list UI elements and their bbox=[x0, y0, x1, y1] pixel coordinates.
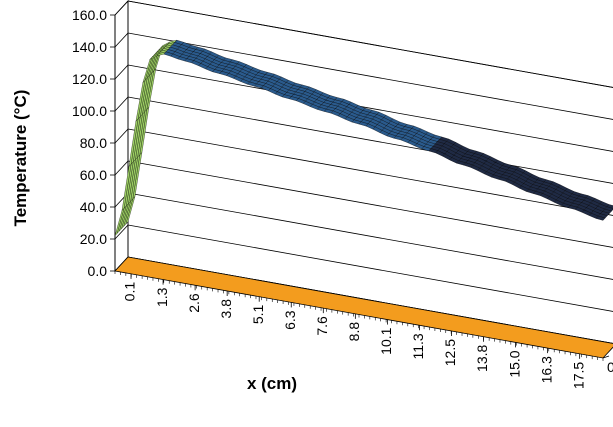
gridline bbox=[127, 32, 613, 120]
depth-tick-label: 0 bbox=[607, 359, 613, 375]
x-tick-label: 15.0 bbox=[506, 350, 522, 377]
x-tick-label: 3.8 bbox=[218, 299, 234, 319]
surface-cell bbox=[595, 215, 606, 221]
x-tick-label: 13.8 bbox=[474, 344, 490, 371]
gridline bbox=[127, 64, 613, 152]
x-tick-label: 16.3 bbox=[538, 356, 554, 383]
x-tick-label: 6.3 bbox=[282, 310, 298, 330]
gridline-side bbox=[114, 96, 129, 112]
y-axis-title: Temperature (°C) bbox=[11, 90, 30, 227]
y-tick-label: 160.0 bbox=[72, 7, 107, 23]
gridline bbox=[127, 0, 613, 88]
y-tick-label: 80.0 bbox=[80, 135, 107, 151]
x-axis-title: x (cm) bbox=[247, 374, 297, 393]
surface-mesh bbox=[114, 39, 613, 236]
gridline bbox=[127, 128, 613, 216]
x-tick-label: 0.1 bbox=[122, 282, 138, 302]
gridline bbox=[127, 96, 613, 184]
x-tick-label: 8.8 bbox=[346, 322, 362, 342]
x-axis-ticks: 0.1 1.3 2.6 3.8 5.1 6.3 7.6 8.8 10.1 11.3 12.5 13.8… bbox=[114, 271, 604, 389]
gridline-side bbox=[114, 0, 129, 16]
x-tick-label: 11.3 bbox=[410, 333, 426, 359]
gridline bbox=[127, 192, 613, 280]
gridline-side bbox=[114, 32, 129, 48]
depth-axis-ticks: 0 bbox=[602, 355, 613, 375]
y-tick-label: 120.0 bbox=[72, 71, 107, 87]
gridline-side bbox=[114, 64, 129, 80]
y-tick-label: 0.0 bbox=[88, 263, 108, 279]
x-tick-label: 7.6 bbox=[314, 316, 330, 336]
gridline bbox=[127, 224, 613, 312]
y-tick-label: 60.0 bbox=[80, 167, 107, 183]
x-tick-label: 5.1 bbox=[250, 305, 266, 325]
y-tick-label: 40.0 bbox=[80, 199, 107, 215]
y-tick-label: 100.0 bbox=[72, 103, 107, 119]
gridline-side bbox=[114, 160, 129, 176]
gridline-side bbox=[114, 224, 129, 240]
y-tick-label: 20.0 bbox=[80, 231, 107, 247]
x-tick-label: 12.5 bbox=[442, 339, 458, 366]
x-tick-label: 2.6 bbox=[186, 293, 202, 313]
x-tick-label: 10.1 bbox=[378, 327, 394, 354]
gridline bbox=[127, 160, 613, 248]
y-tick-label: 140.0 bbox=[72, 39, 107, 55]
gridline-side bbox=[114, 128, 129, 144]
depth-tick-mark bbox=[602, 355, 610, 359]
y-axis-ticks: 0.0 20.0 40.0 60.0 80.0 100.0 120.0 140.0 160.0 bbox=[72, 7, 115, 279]
x-tick-label: 17.5 bbox=[570, 362, 586, 389]
x-tick-label: 1.3 bbox=[154, 287, 170, 307]
